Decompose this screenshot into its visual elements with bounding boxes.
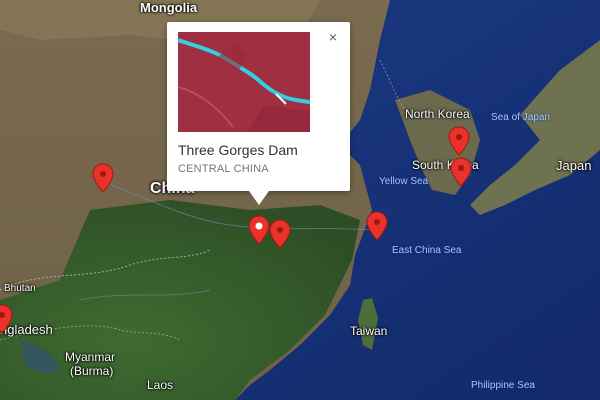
info-subtitle: CENTRAL CHINA [178,163,269,175]
map-marker-shanghai[interactable] [366,211,388,241]
map-marker-bangladesh[interactable] [0,304,13,334]
map-marker-three-gorges[interactable] [248,215,270,245]
map-marker-west-china[interactable] [92,163,114,193]
label-sea-of-japan: Sea of Japan [491,112,550,123]
label-mongolia: Mongolia [140,0,198,15]
land-southeast-china [0,200,360,400]
label-japan: Japan [556,158,592,173]
label-taiwan: Taiwan [350,324,388,338]
map-marker-central-china-east[interactable] [269,219,291,249]
land-japan [470,40,600,215]
label-burma: (Burma) [70,364,114,378]
info-title: Three Gorges Dam [178,142,298,158]
close-icon[interactable]: × [328,29,338,45]
label-myanmar: Myanmar [65,350,116,364]
label-north-korea: North Korea [405,107,470,121]
map-marker-south-korea[interactable] [450,157,472,187]
label-yellow-sea: Yellow Sea [379,176,429,187]
land-taiwan [358,298,378,350]
map-marker-north-korea[interactable] [448,126,470,156]
info-window: × Three Gorges Dam CENTRAL CHINA [167,22,350,205]
label-east-china-sea: East China Sea [392,245,462,256]
label-laos: Laos [147,378,174,392]
label-bangladesh: ngladesh [0,322,53,337]
label-bhutan: Bhutan [4,283,36,294]
location-thumbnail[interactable] [178,32,310,132]
label-philippine-sea: Philippine Sea [471,380,535,391]
